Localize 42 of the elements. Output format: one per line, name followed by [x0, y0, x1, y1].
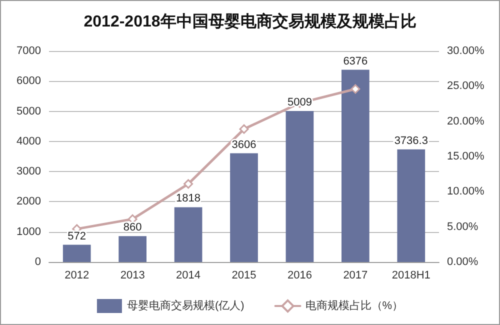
data-label: 5009	[287, 96, 312, 109]
y2-tick-label: 15.00%	[447, 150, 485, 162]
bar	[230, 153, 258, 262]
data-label: 860	[123, 222, 142, 234]
data-label: 572	[68, 230, 86, 242]
legend-label: 电商规模占比（%）	[305, 299, 404, 312]
y-tick-label: 7000	[16, 45, 41, 57]
point	[350, 84, 360, 94]
y-tick-label: 2000	[16, 196, 41, 208]
bar	[174, 207, 202, 262]
point	[239, 124, 249, 134]
y2-tick-label: 20.00%	[447, 115, 485, 128]
y-tick-label: 5000	[16, 105, 41, 118]
y-tick-label: 6000	[16, 75, 41, 88]
x-tick-label: 2017	[343, 270, 368, 282]
x-tick-label: 2016	[287, 270, 312, 282]
data-label: 3606	[232, 138, 256, 151]
bar	[286, 111, 314, 262]
y-tick-label: 1000	[16, 226, 41, 238]
y2-tick-label: 30.00%	[447, 45, 485, 57]
legend-label: 母婴电商交易规模(亿人)	[126, 299, 244, 312]
y2-tick-label: 10.00%	[447, 186, 485, 198]
x-tick-label: 2018H1	[392, 270, 430, 282]
y-tick-label: 0	[34, 256, 41, 268]
bar	[62, 244, 91, 262]
y2-tick-label: 5.00%	[447, 220, 478, 233]
y2-tick-label: 25.00%	[447, 80, 485, 92]
x-tick-label: 2012	[64, 270, 90, 282]
bar	[342, 70, 370, 262]
data-label: 3736.3	[394, 134, 428, 147]
y-tick-label: 4000	[16, 135, 41, 148]
data-label: 6376	[343, 55, 368, 68]
bar	[397, 149, 426, 262]
bar	[118, 236, 146, 262]
y-tick-label: 3000	[16, 166, 41, 178]
x-tick-label: 2013	[120, 270, 145, 282]
chart-title: 2012-2018年中国母婴电商交易规模及规模占比	[84, 12, 416, 30]
point	[184, 179, 194, 189]
data-label: 1818	[176, 192, 201, 205]
x-tick-label: 2015	[232, 270, 256, 282]
x-tick-label: 2014	[176, 270, 201, 282]
y2-tick-label: 0.00%	[447, 256, 478, 268]
